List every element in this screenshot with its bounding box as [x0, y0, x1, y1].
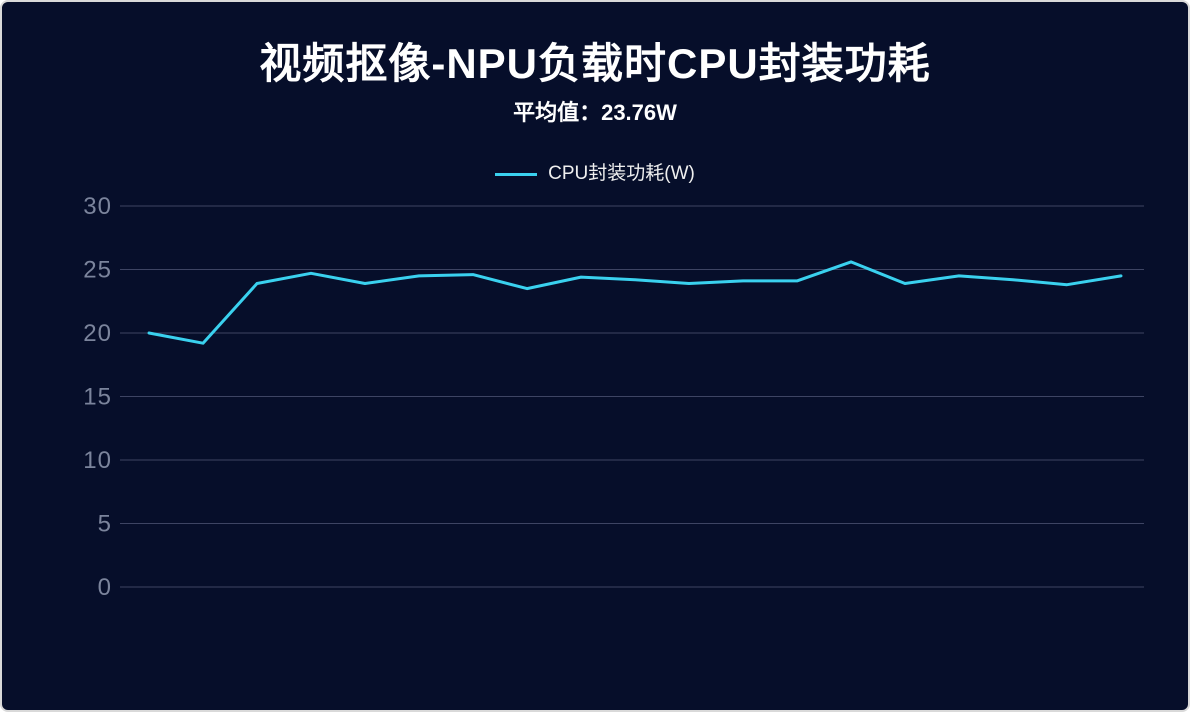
- y-axis-tick-label: 10: [83, 447, 112, 474]
- legend-series-label: CPU封装功耗(W): [548, 163, 695, 184]
- y-axis-tick-label: 20: [83, 320, 112, 347]
- y-axis-tick-label: 30: [83, 193, 112, 220]
- chart-title: 视频抠像-NPU负载时CPU封装功耗: [259, 40, 931, 87]
- legend: CPU封装功耗(W): [2, 161, 1188, 187]
- legend-line-swatch-icon: [495, 172, 538, 176]
- y-axis-tick-label: 5: [98, 511, 112, 538]
- y-axis-tick-label: 0: [98, 574, 112, 601]
- chart-subtitle-average: 平均值：23.76W: [513, 100, 677, 125]
- y-axis-tick-label: 15: [83, 384, 112, 411]
- series-line-cpu-package-power: [147, 260, 1123, 345]
- y-axis-tick-label: 25: [83, 257, 112, 284]
